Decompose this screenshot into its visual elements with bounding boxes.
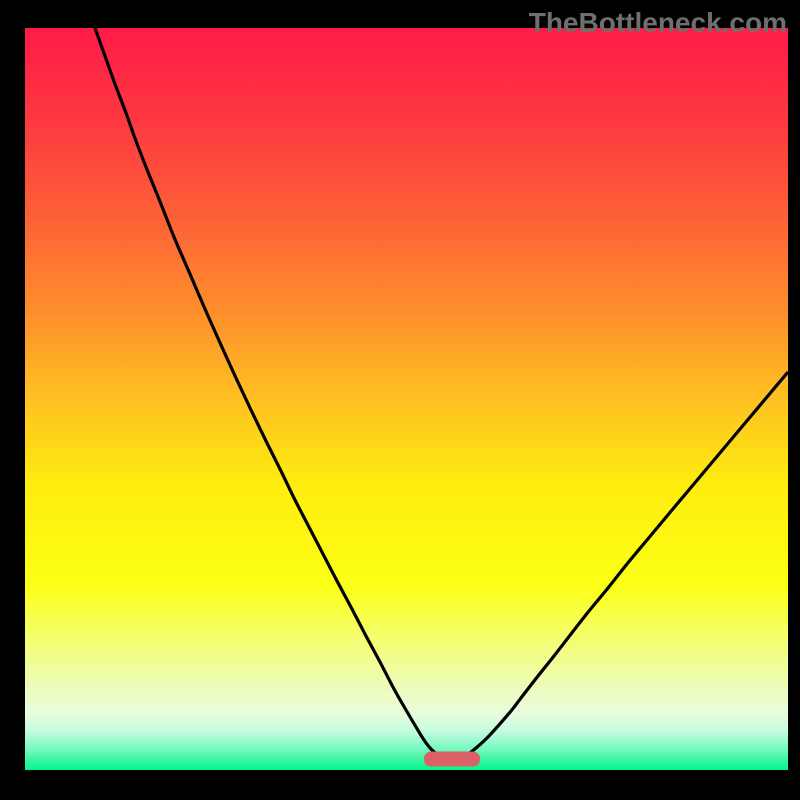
sweetspot-marker xyxy=(424,752,480,767)
plot-area xyxy=(25,28,788,770)
watermark: TheBottleneck.com xyxy=(529,7,787,38)
bottleneck-chart: TheBottleneck.com xyxy=(0,0,800,800)
